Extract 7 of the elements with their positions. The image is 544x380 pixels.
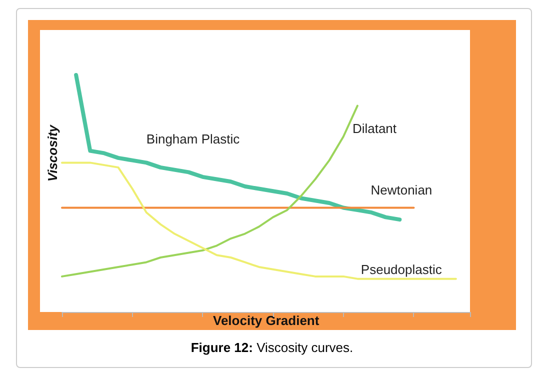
series-label: Dilatant: [352, 120, 397, 136]
x-axis-title: Velocity Gradient: [213, 313, 320, 328]
series-label: Bingham Plastic: [146, 132, 240, 147]
caption: Figure 12: Viscosity curves.: [190, 340, 354, 355]
y-axis-title: Viscosity: [45, 124, 60, 182]
series-label: Pseudoplastic: [360, 262, 442, 277]
series-label: Newtonian: [370, 182, 432, 198]
